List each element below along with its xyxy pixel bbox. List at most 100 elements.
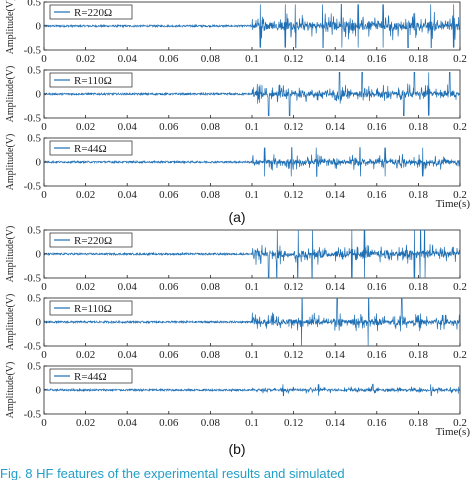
x-tick-label: 0.16 [367, 121, 387, 133]
x-tick-label: 0.1 [245, 281, 259, 293]
legend-box [49, 72, 133, 88]
x-tick-label: 0.08 [201, 189, 221, 201]
y-tick-label: -0.5 [24, 409, 42, 421]
x-tick-label: 0.2 [453, 121, 467, 133]
legend-label: R=110Ω [74, 303, 112, 315]
x-tick-label: 0.18 [409, 53, 429, 65]
x-tick-label: 0.12 [284, 53, 303, 65]
x-tick-label: 0.14 [326, 417, 346, 429]
x-tick-label: 0.02 [76, 189, 95, 201]
y-axis-label: Amplitude(V) [5, 66, 16, 123]
x-tick-label: 0.1 [245, 189, 259, 201]
x-axis-label: Time(s) [436, 426, 471, 438]
signal-trace [43, 297, 461, 347]
x-tick-label: 0.12 [284, 417, 303, 429]
y-tick-label: 0 [36, 249, 42, 261]
x-tick-label: 0.16 [367, 281, 387, 293]
x-tick-label: 0.06 [159, 121, 179, 133]
y-tick-label: -0.5 [24, 181, 42, 193]
x-tick-label: 0.2 [453, 53, 467, 65]
x-tick-label: 0.18 [409, 349, 429, 361]
x-tick-label: 0.1 [245, 417, 259, 429]
y-tick-label: 0 [36, 157, 42, 169]
legend-box [49, 140, 133, 156]
x-tick-label: 0.04 [118, 121, 138, 133]
x-tick-label: 0.2 [453, 349, 467, 361]
legend-box [49, 4, 133, 20]
x-tick-label: 0 [41, 189, 47, 201]
y-tick-label: 0.5 [27, 133, 41, 145]
x-tick-label: 0.02 [76, 53, 95, 65]
y-axis-label: Amplitude(V) [5, 226, 16, 283]
y-tick-label: 0 [36, 317, 42, 329]
x-tick-label: 0.02 [76, 281, 95, 293]
x-tick-label: 0.06 [159, 189, 179, 201]
x-tick-label: 0.06 [159, 281, 179, 293]
x-tick-label: 0.04 [118, 281, 138, 293]
x-tick-label: 0.08 [201, 281, 221, 293]
x-tick-label: 0.12 [284, 189, 303, 201]
x-tick-label: 0.02 [76, 349, 95, 361]
x-axis-label: Time(s) [436, 198, 471, 210]
signal-trace [43, 383, 461, 397]
x-tick-label: 0.08 [201, 417, 221, 429]
x-tick-label: 0 [41, 281, 47, 293]
y-tick-label: 0 [36, 89, 42, 101]
legend-box [49, 368, 133, 384]
y-tick-label: 0.5 [27, 0, 41, 9]
legend-label: R=220Ω [74, 7, 112, 19]
x-tick-label: 0.04 [118, 53, 138, 65]
y-axis-label: Amplitude(V) [5, 294, 16, 351]
x-tick-label: 0.14 [326, 349, 346, 361]
y-tick-label: 0.5 [27, 225, 41, 237]
figure-caption: Fig. 8 HF features of the experimental r… [0, 466, 345, 480]
x-tick-label: 0.04 [118, 189, 138, 201]
signal-trace [43, 229, 461, 279]
y-tick-label: 0 [36, 385, 42, 397]
x-tick-label: 0.2 [453, 189, 467, 201]
y-axis-label: Amplitude(V) [5, 362, 16, 419]
x-tick-label: 0.2 [453, 417, 467, 429]
panel-label: (a) [228, 209, 245, 225]
y-axis-label: Amplitude(V) [5, 134, 16, 191]
x-tick-label: 0.14 [326, 121, 346, 133]
signal-trace [43, 4, 461, 48]
x-tick-label: 0 [41, 417, 47, 429]
x-tick-label: 0.06 [159, 53, 179, 65]
x-tick-label: 0.16 [367, 189, 387, 201]
x-tick-label: 0.18 [409, 189, 429, 201]
x-tick-label: 0 [41, 349, 47, 361]
legend-box [49, 300, 133, 316]
x-tick-label: 0.02 [76, 121, 95, 133]
x-tick-label: 0.06 [159, 417, 179, 429]
y-tick-label: 0.5 [27, 293, 41, 305]
x-tick-label: 0.16 [367, 53, 387, 65]
panel-label: (b) [228, 441, 245, 457]
y-axis-label: Amplitude(V) [5, 0, 16, 54]
x-tick-label: 0.12 [284, 121, 303, 133]
x-tick-label: 0.04 [118, 349, 138, 361]
x-tick-label: 0 [41, 121, 47, 133]
x-tick-label: 0.12 [284, 349, 303, 361]
x-tick-label: 0.06 [159, 349, 179, 361]
y-tick-label: 0 [36, 21, 42, 33]
x-tick-label: 0 [41, 53, 47, 65]
legend-label: R=44Ω [74, 371, 107, 383]
x-tick-label: 0.08 [201, 53, 221, 65]
legend-label: R=44Ω [74, 143, 107, 155]
signal-trace [43, 72, 461, 116]
x-tick-label: 0.1 [245, 349, 259, 361]
legend-label: R=220Ω [74, 235, 112, 247]
x-tick-label: 0.08 [201, 349, 221, 361]
signal-trace [43, 147, 461, 177]
x-tick-label: 0.16 [367, 349, 387, 361]
y-tick-label: -0.5 [24, 341, 42, 353]
